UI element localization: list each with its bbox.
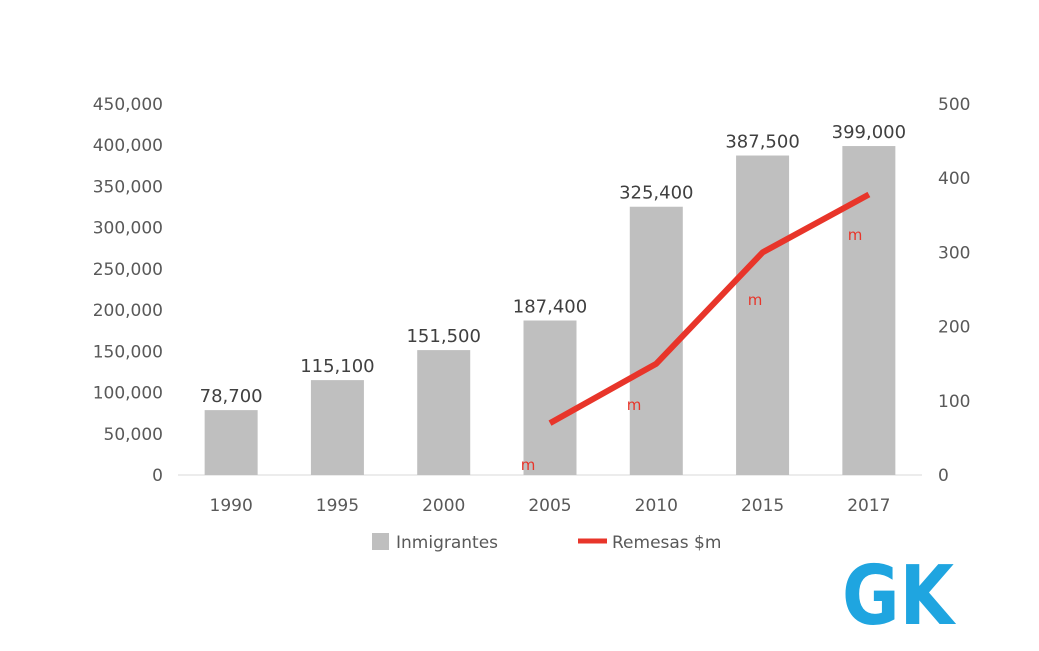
- right-tick-label: 300: [938, 243, 970, 263]
- x-tick-label: 1995: [316, 496, 359, 516]
- left-axis: 0 50,000 100,000 150,000 200,000 250,000 300,0…: [93, 95, 163, 486]
- x-tick-label: 2017: [847, 496, 890, 516]
- left-tick-label: 300,000: [93, 219, 163, 239]
- remittance-marker-label: m: [848, 226, 863, 244]
- left-tick-label: 150,000: [93, 342, 163, 362]
- right-tick-label: 500: [938, 95, 970, 115]
- x-tick-label: 2000: [422, 496, 465, 516]
- right-tick-label: 200: [938, 318, 970, 338]
- left-tick-label: 400,000: [93, 136, 163, 156]
- bar-inmigrantes: [417, 350, 471, 475]
- bar-inmigrantes: [204, 410, 258, 475]
- left-tick-label: 450,000: [93, 95, 163, 115]
- series-line-remesas: [548, 191, 871, 426]
- bar-data-label: 78,700: [200, 386, 263, 407]
- left-tick-label: 350,000: [93, 177, 163, 197]
- bars: [204, 146, 896, 476]
- remittance-marker-label: m: [521, 456, 536, 474]
- x-tick-label: 2005: [528, 496, 571, 516]
- bar-labels: 78,700 115,100 151,500 187,400 325,400 387,50…: [200, 122, 906, 407]
- right-axis: 0 100 200 300 400 500: [938, 95, 970, 486]
- left-tick-label: 50,000: [104, 425, 163, 445]
- bar-inmigrantes: [310, 380, 364, 475]
- bar-data-label: 387,500: [725, 132, 799, 153]
- bar-inmigrantes: [736, 155, 790, 475]
- legend-label-inmigrantes: Inmigrantes: [396, 533, 498, 553]
- right-tick-label: 400: [938, 169, 970, 189]
- bar-inmigrantes: [629, 206, 683, 476]
- x-tick-label: 2015: [741, 496, 784, 516]
- x-tick-label: 1990: [210, 496, 253, 516]
- right-tick-label: 0: [938, 466, 949, 486]
- left-tick-label: 250,000: [93, 260, 163, 280]
- x-axis: 1990 1995 2000 2005 2010 2015 2017: [210, 496, 891, 516]
- left-tick-label: 200,000: [93, 301, 163, 321]
- bar-data-label: 399,000: [832, 122, 906, 143]
- bar-data-label: 115,100: [300, 356, 374, 377]
- left-tick-label: 100,000: [93, 384, 163, 404]
- legend-label-remesas: Remesas $m: [612, 533, 721, 553]
- legend-swatch-inmigrantes: [372, 533, 389, 550]
- bar-data-label: 151,500: [406, 326, 480, 347]
- remittance-marker-label: m: [627, 396, 642, 414]
- bar-inmigrantes: [523, 320, 577, 475]
- legend: Inmigrantes Remesas $m: [372, 533, 721, 553]
- x-tick-label: 2010: [635, 496, 678, 516]
- remittance-markers: m m m m: [521, 226, 863, 474]
- bar-data-label: 325,400: [619, 183, 693, 204]
- gk-logo: GK: [842, 549, 957, 644]
- right-tick-label: 100: [938, 392, 970, 412]
- left-tick-label: 0: [152, 466, 163, 486]
- bar-data-label: 187,400: [513, 296, 587, 317]
- remittance-marker-label: m: [748, 291, 763, 309]
